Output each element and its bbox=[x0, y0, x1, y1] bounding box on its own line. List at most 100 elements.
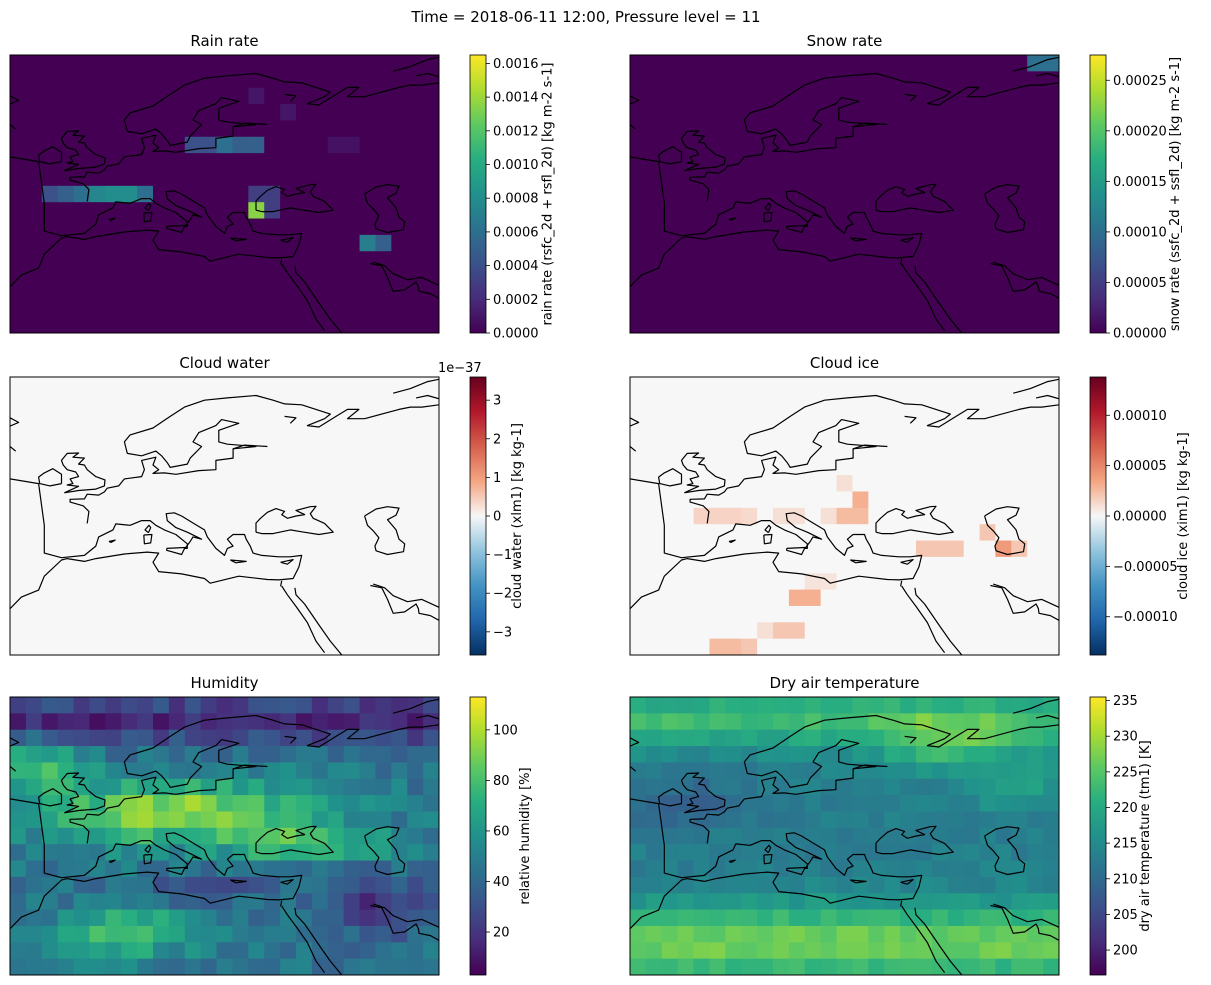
grid-cell bbox=[900, 120, 917, 138]
grid-cell bbox=[73, 185, 91, 203]
grid-cell bbox=[200, 762, 218, 780]
grid-cell bbox=[725, 409, 742, 427]
grid-cell bbox=[57, 860, 75, 878]
grid-cell bbox=[804, 795, 822, 813]
grid-cell bbox=[10, 55, 27, 72]
grid-cell bbox=[645, 442, 663, 460]
grid-cell bbox=[216, 87, 234, 105]
grid-cell bbox=[725, 475, 742, 493]
grid-cell bbox=[137, 316, 154, 333]
grid-cell bbox=[1043, 622, 1059, 640]
grid-cell bbox=[931, 283, 949, 301]
grid-cell bbox=[105, 283, 122, 301]
grid-cell bbox=[105, 55, 122, 72]
grid-cell bbox=[804, 762, 822, 780]
grid-cell bbox=[741, 860, 758, 878]
grid-cell bbox=[375, 234, 392, 252]
grid-cell bbox=[1043, 136, 1059, 154]
grid-cell bbox=[1043, 104, 1059, 122]
grid-cell bbox=[995, 202, 1012, 220]
grid-cell bbox=[232, 169, 249, 187]
grid-cell bbox=[741, 316, 758, 333]
grid-cell bbox=[852, 185, 869, 203]
coastline bbox=[69, 478, 125, 524]
grid-cell bbox=[391, 605, 408, 623]
grid-cell bbox=[327, 426, 345, 444]
grid-cell bbox=[311, 475, 329, 493]
grid-cell bbox=[661, 697, 679, 714]
grid-cell bbox=[73, 876, 91, 894]
grid-cell bbox=[979, 942, 997, 960]
grid-cell bbox=[916, 120, 933, 138]
grid-cell bbox=[311, 524, 329, 542]
grid-cell bbox=[916, 893, 933, 911]
colorbar-tick-label: 225 bbox=[1113, 765, 1138, 780]
grid-cell bbox=[200, 876, 218, 894]
grid-cell bbox=[296, 120, 313, 138]
grid-cell bbox=[820, 136, 838, 154]
grid-cell bbox=[10, 697, 27, 714]
grid-cell bbox=[375, 300, 392, 318]
grid-cell bbox=[407, 218, 424, 236]
coastline bbox=[993, 583, 1059, 608]
grid-cell bbox=[280, 893, 297, 911]
grid-cell bbox=[788, 622, 806, 640]
grid-cell bbox=[264, 925, 281, 943]
grid-cell bbox=[804, 729, 822, 747]
grid-cell bbox=[995, 909, 1012, 927]
grid-cell bbox=[10, 491, 27, 509]
grid-cell bbox=[327, 185, 345, 203]
grid-cell bbox=[645, 507, 663, 525]
grid-cell bbox=[153, 316, 170, 333]
grid-cell bbox=[216, 507, 234, 525]
grid-cell bbox=[804, 746, 822, 764]
grid-cell bbox=[979, 316, 997, 333]
grid-cell bbox=[661, 925, 679, 943]
grid-cell bbox=[820, 87, 838, 105]
grid-cell bbox=[916, 762, 933, 780]
grid-cell bbox=[693, 87, 711, 105]
grid-cell bbox=[884, 893, 901, 911]
grid-cell bbox=[645, 185, 663, 203]
coastline bbox=[689, 156, 745, 202]
grid-cell bbox=[25, 729, 43, 747]
grid-cell bbox=[296, 589, 313, 607]
grid-cell bbox=[327, 136, 345, 154]
grid-cell bbox=[137, 104, 154, 122]
grid-cell bbox=[836, 136, 854, 154]
grid-cell bbox=[979, 589, 997, 607]
grid-cell bbox=[852, 458, 869, 476]
grid-cell bbox=[25, 860, 43, 878]
colorbar-tick-label: 0.00020 bbox=[1113, 124, 1167, 139]
grid-cell bbox=[852, 267, 869, 285]
panel-title: Cloud ice bbox=[810, 354, 879, 372]
grid-cell bbox=[359, 540, 377, 558]
grid-cell bbox=[423, 491, 439, 509]
grid-cell bbox=[137, 251, 154, 269]
grid-cell bbox=[1027, 958, 1044, 975]
grid-cell bbox=[25, 283, 43, 301]
grid-cell bbox=[184, 778, 202, 796]
grid-cell bbox=[391, 746, 408, 764]
grid-cell bbox=[153, 475, 170, 493]
grid-cell bbox=[757, 827, 774, 845]
grid-cell bbox=[995, 71, 1012, 89]
grid-cell bbox=[1011, 605, 1028, 623]
grid-cell bbox=[359, 844, 377, 862]
grid-cell bbox=[963, 120, 981, 138]
coastline bbox=[60, 772, 106, 814]
grid-cell bbox=[105, 377, 122, 394]
grid-cell bbox=[153, 169, 170, 187]
grid-cell bbox=[979, 524, 997, 542]
grid-cell bbox=[216, 475, 234, 493]
grid-cell bbox=[105, 104, 122, 122]
grid-cell bbox=[311, 267, 329, 285]
grid-cell bbox=[804, 589, 822, 607]
grid-cell bbox=[788, 925, 806, 943]
coastline bbox=[630, 737, 640, 747]
grid-cell bbox=[407, 573, 424, 591]
grid-cell bbox=[200, 844, 218, 862]
grid-cell bbox=[407, 893, 424, 911]
grid-cell bbox=[327, 267, 345, 285]
grid-cell bbox=[947, 458, 965, 476]
